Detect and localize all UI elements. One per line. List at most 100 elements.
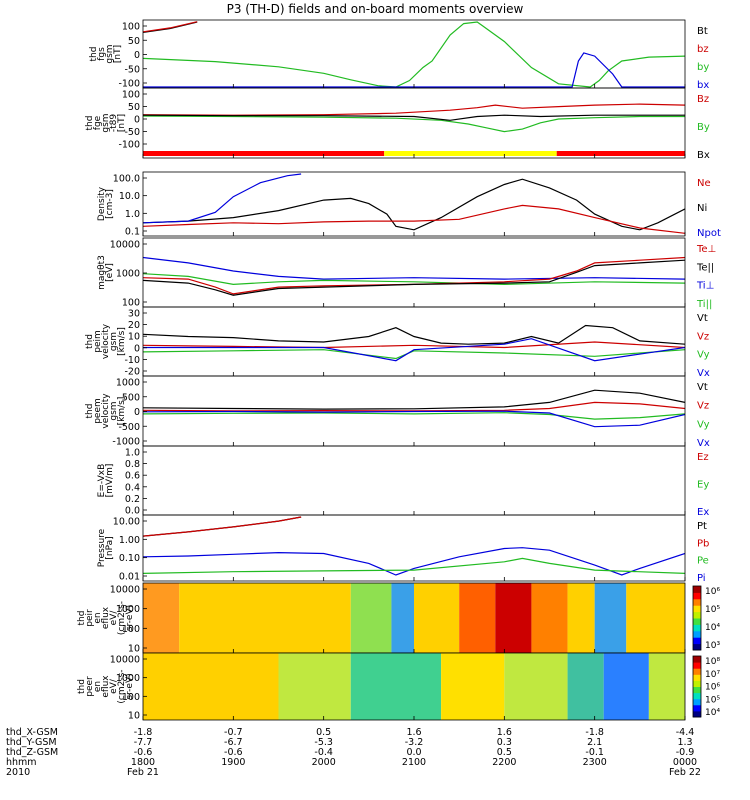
spectrogram-band (504, 653, 568, 720)
mode-bar-segment (143, 151, 385, 156)
x-axis-annotation: thd_X-GSM -1.8 -0.7 0.5 1.6 1.6 -1.8 -4.4 thd_Y-… (6, 727, 701, 778)
y-ticks: 100 50 0 -50 -100 (118, 22, 147, 90)
series-line-Vt (143, 324, 685, 345)
colorbar-swatch (693, 605, 701, 613)
y-axis-label-line: eflux (101, 606, 111, 629)
y-tick-label: 100 (122, 298, 140, 309)
panel-plot (143, 103, 685, 133)
colorbar-tick-label: 10⁶ (705, 683, 720, 693)
colorbar-tick-label: 10³ (705, 641, 720, 651)
colorbar-swatch (693, 598, 701, 606)
legend-entry-Bx: Bx (697, 150, 710, 161)
series-line-by (143, 21, 685, 88)
mode-bar-segment (556, 151, 685, 156)
x-row-value: -0.4 (314, 747, 333, 758)
panel-plot (143, 324, 685, 362)
series-line-Pt (143, 516, 302, 537)
spectrogram-band (350, 583, 392, 653)
series-line-Te|| (143, 259, 685, 296)
y-axis-label-line: fgs (97, 47, 107, 61)
x-row-value: 2300 (583, 757, 607, 768)
colorbar-tick-label: 10⁶ (705, 587, 720, 597)
y-tick-label: 1000 (116, 673, 140, 684)
colorbar-swatch (693, 680, 701, 687)
panel-plot (143, 21, 685, 88)
panel-10: 10⁸ 10⁷ 10⁶ 10⁵ 10⁴ 10000 1000 100 10 thdpeerenef… (77, 652, 720, 722)
spectrogram-band (603, 653, 649, 720)
colorbar-swatch (693, 630, 701, 638)
x-row-value: 1800 (131, 757, 155, 768)
y-tick-label: 50 (128, 102, 140, 113)
panels: Btbzbybx100500-50-100thdfgsgsm[nT]BzByBx… (77, 19, 721, 722)
y-axis-label-line: eV/ (109, 610, 119, 626)
legend-entry-Vy: Vy (697, 419, 710, 430)
x-row-value: 0.0 (406, 747, 421, 758)
panel-8: Pt Pb Pe Pi 10.00 1.00 0.10 0.01 Pressure[nPa] (97, 514, 709, 584)
y-axis-label-line: peim (93, 330, 103, 353)
x-row-label: hhmm (6, 757, 37, 768)
series-line-Vx (143, 410, 685, 428)
y-axis-label-line: [nT] (117, 114, 127, 132)
legend-entry-Npot: Npot (697, 228, 721, 239)
y-tick-label: 10.0 (119, 191, 140, 202)
colorbar-swatch (693, 656, 701, 663)
panel-plot (143, 173, 685, 234)
y-tick-label: 100 (122, 624, 140, 635)
y-axis-label: Density[cm-3] (97, 186, 115, 221)
y-tick-label: 1.00 (119, 535, 140, 546)
x-row-value: -0.6 (134, 747, 153, 758)
series-line-Ti⊥ (143, 256, 685, 280)
legend: Ne Ni Npot (697, 178, 721, 239)
series-line-Vt (143, 389, 685, 410)
y-axis-label-line: gsm (105, 44, 115, 63)
legend: Bz By Bx (697, 94, 710, 161)
y-tick-label: -10 (124, 355, 140, 366)
colorbar-swatch (693, 692, 701, 700)
y-tick-label: 0 (134, 343, 140, 354)
legend-entry-Pe: Pe (697, 556, 709, 567)
series-line-Pb (143, 516, 302, 537)
colorbar-swatch (693, 704, 701, 712)
colorbar: 10⁶ 10⁵ 10⁴ 10³ (692, 585, 720, 651)
spectrogram-band (350, 653, 442, 720)
spectrogram-band (567, 583, 595, 653)
legend-entry-Pb: Pb (697, 538, 709, 549)
spectrogram-band (459, 583, 496, 653)
legend-entry-Ey: Ey (697, 480, 709, 491)
x-row-value: 2.1 (587, 737, 602, 748)
y-tick-label: 1.0 (125, 209, 140, 220)
panel-7: Ez Ey Ex 1.00.80.60.40.20.0 E=-VxB[mV/m] (97, 445, 709, 518)
panel-frame (142, 87, 686, 159)
y-axis-label-line: thd (85, 404, 95, 419)
y-tick-label: -20 (124, 367, 140, 378)
series-line-Vy (143, 412, 685, 420)
legend: Bt bz by bx (697, 26, 709, 91)
series-line-Ne (143, 204, 685, 234)
y-axis-label-line: [nT] (113, 45, 123, 63)
panel-4: Te⊥ Te|| Ti⊥ Ti|| 10000 1000 100 magθt3[eV] (97, 237, 716, 310)
x-row-value: -1.8 (134, 727, 153, 738)
colorbar-swatch (693, 668, 701, 675)
y-axis-label-line: thd (89, 47, 99, 62)
legend-entry-Vx: Vx (697, 368, 710, 379)
spectrogram-band (594, 583, 627, 653)
y-axis-label-line: gsm (101, 113, 111, 132)
x-row-value: -5.3 (314, 737, 333, 748)
y-axis-label-line: E=-VxB (97, 464, 107, 498)
spectrogram-band (414, 583, 460, 653)
y-tick-label: 10000 (110, 655, 140, 666)
colorbar-swatch (693, 624, 701, 632)
y-tick-label: 1000 (116, 269, 140, 280)
spectrogram-band (626, 583, 685, 653)
legend-entry-Ne: Ne (697, 178, 711, 189)
series-line-Vz (143, 341, 685, 349)
legend-entry-Bt: Bt (697, 26, 708, 37)
series-line-Vz (143, 401, 685, 412)
x-row-value: 2100 (402, 757, 426, 768)
x-row-value: Feb 21 (127, 767, 159, 778)
legend-entry-Ez: Ez (697, 452, 709, 463)
